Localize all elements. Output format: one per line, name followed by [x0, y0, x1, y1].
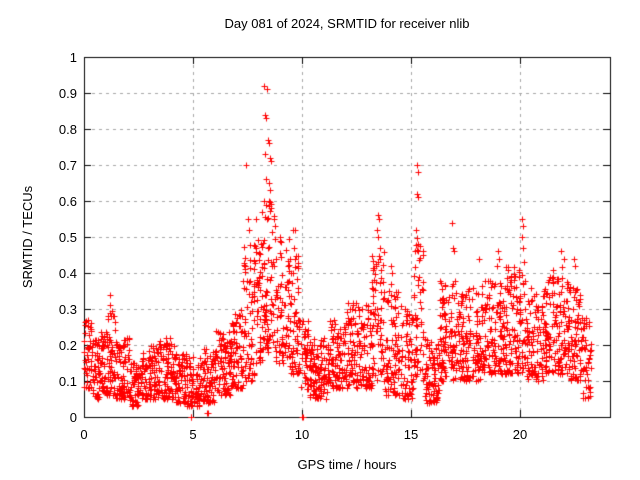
x-tick-label-20: 20	[512, 427, 528, 442]
y-tick-label-0.1: 0.1	[58, 374, 77, 389]
y-tick-label-0: 0	[69, 410, 77, 425]
y-tick-label-0.9: 0.9	[58, 86, 77, 101]
y-tick-label-0.4: 0.4	[58, 266, 77, 281]
x-tick-label-0: 0	[80, 427, 88, 442]
x-tick-label-15: 15	[403, 427, 419, 442]
x-tick-label-5: 5	[189, 427, 197, 442]
y-tick-label-0.3: 0.3	[58, 302, 77, 317]
y-tick-label-0.8: 0.8	[58, 122, 77, 137]
y-tick-label-0.7: 0.7	[58, 158, 77, 173]
chart-title: Day 081 of 2024, SRMTID for receiver nli…	[224, 16, 470, 31]
y-tick-label-0.2: 0.2	[58, 338, 77, 353]
x-tick-label-10: 10	[294, 427, 310, 442]
x-axis-label: GPS time / hours	[297, 457, 397, 472]
y-tick-label-1: 1	[69, 50, 77, 65]
y-tick-label-0.5: 0.5	[58, 230, 77, 245]
y-tick-label-0.6: 0.6	[58, 194, 77, 209]
